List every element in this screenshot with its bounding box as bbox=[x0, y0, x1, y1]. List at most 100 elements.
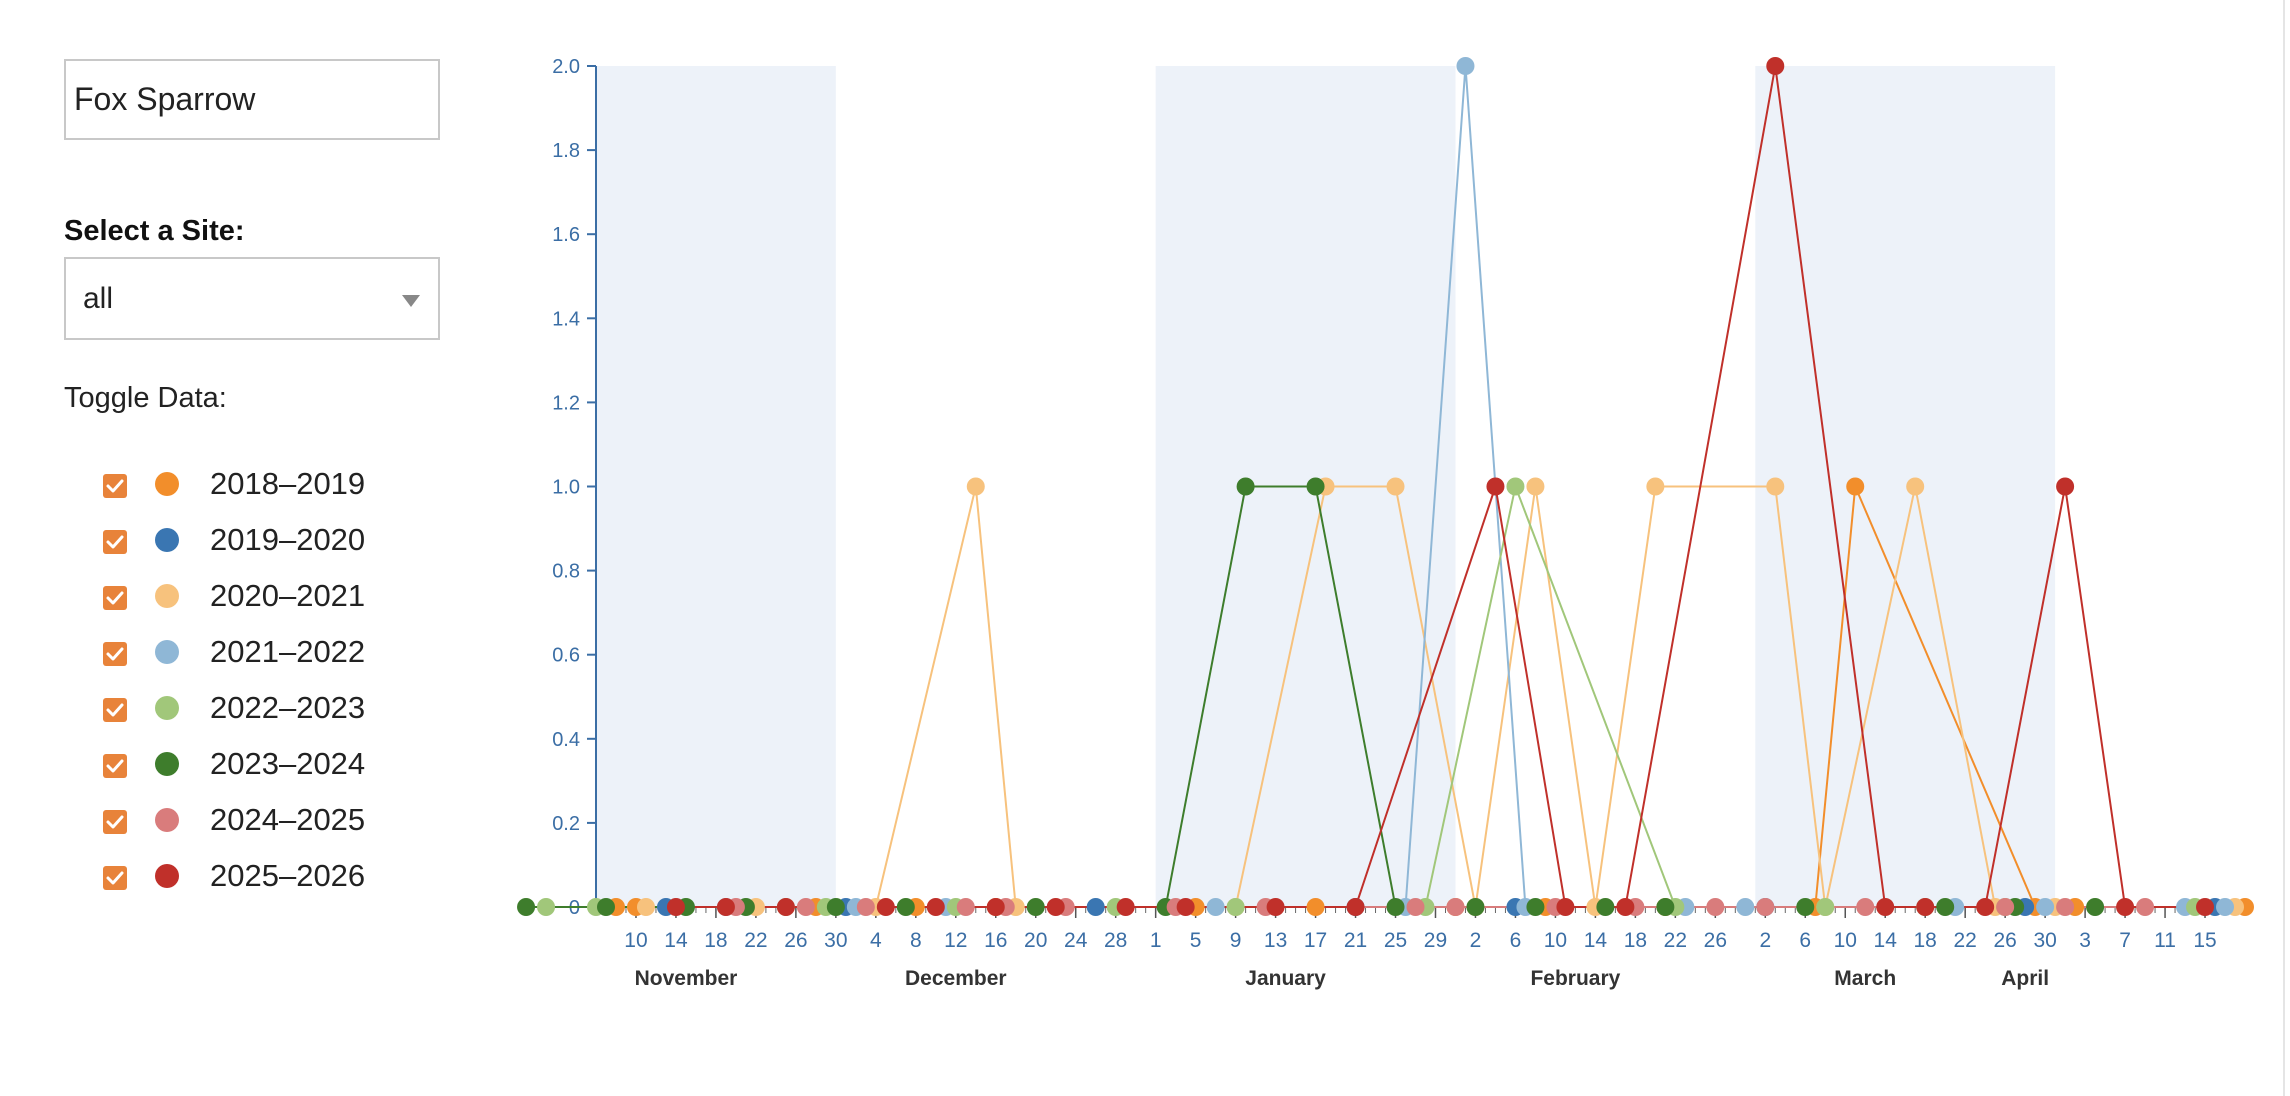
data-point bbox=[1556, 898, 1575, 916]
x-tick-label: 6 bbox=[1799, 929, 1811, 952]
data-point bbox=[1936, 898, 1955, 916]
checkbox-checked-icon[interactable] bbox=[103, 530, 127, 554]
month-band-0 bbox=[596, 66, 836, 907]
data-point bbox=[1226, 898, 1245, 916]
data-point bbox=[1796, 898, 1815, 916]
checkbox-checked-icon[interactable] bbox=[103, 810, 127, 834]
data-point bbox=[966, 477, 985, 496]
x-tick-label: 30 bbox=[2033, 929, 2056, 952]
data-point bbox=[1756, 898, 1775, 916]
data-point bbox=[896, 898, 915, 916]
data-point bbox=[1976, 898, 1995, 916]
data-point bbox=[956, 898, 975, 916]
series-points-6 bbox=[726, 898, 2155, 916]
legend-toggle-item[interactable]: 2024–2025 bbox=[100, 800, 440, 840]
data-point bbox=[1616, 898, 1635, 916]
x-tick-label: 10 bbox=[624, 929, 647, 952]
data-point bbox=[636, 898, 655, 916]
sidebar: Fox Sparrow Select a Site: all Toggle Da… bbox=[0, 0, 480, 1096]
data-point bbox=[1736, 898, 1755, 916]
legend-color-dot bbox=[155, 584, 179, 608]
data-point bbox=[1996, 898, 2015, 916]
x-tick-label: 10 bbox=[1544, 929, 1567, 952]
legend-toggle-item[interactable]: 2018–2019 bbox=[100, 464, 440, 504]
checkbox-checked-icon[interactable] bbox=[103, 698, 127, 722]
data-point bbox=[1206, 898, 1225, 916]
x-tick-label: 26 bbox=[1704, 929, 1727, 952]
legend-color-dot bbox=[155, 528, 179, 552]
x-tick-label: 20 bbox=[1024, 929, 1047, 952]
data-point bbox=[1506, 477, 1525, 496]
x-tick-label: 3 bbox=[2079, 929, 2091, 952]
x-tick-label: 18 bbox=[1914, 929, 1937, 952]
month-label: February bbox=[1530, 967, 1620, 990]
legend-toggle-item[interactable]: 2022–2023 bbox=[100, 688, 440, 728]
data-point bbox=[1646, 477, 1665, 496]
toggle-data-label: Toggle Data: bbox=[64, 382, 227, 414]
site-select[interactable]: all bbox=[64, 257, 440, 340]
data-point bbox=[2196, 898, 2215, 916]
legend-toggle-item[interactable]: 2020–2021 bbox=[100, 576, 440, 616]
data-point bbox=[1526, 477, 1545, 496]
checkbox-checked-icon[interactable] bbox=[103, 754, 127, 778]
species-input[interactable]: Fox Sparrow bbox=[64, 59, 440, 140]
data-point bbox=[1346, 898, 1365, 916]
x-tick-label: 2 bbox=[1470, 929, 1482, 952]
data-point bbox=[2136, 898, 2155, 916]
checkbox-checked-icon[interactable] bbox=[103, 866, 127, 890]
y-tick-label: 1.6 bbox=[552, 224, 580, 246]
x-tick-label: 30 bbox=[824, 929, 847, 952]
data-point bbox=[1176, 898, 1195, 916]
legend-toggle-item[interactable]: 2019–2020 bbox=[100, 520, 440, 560]
legend-label: 2019–2020 bbox=[210, 522, 366, 557]
x-tick-label: 10 bbox=[1834, 929, 1857, 952]
data-point bbox=[1266, 898, 1285, 916]
x-tick-label: 11 bbox=[2154, 929, 2176, 952]
legend-label: 2024–2025 bbox=[210, 802, 366, 837]
data-point bbox=[2086, 898, 2105, 916]
y-tick-label: 1.0 bbox=[552, 477, 580, 499]
checkbox-checked-icon[interactable] bbox=[103, 474, 127, 498]
data-point bbox=[1306, 898, 1325, 916]
data-point bbox=[1596, 898, 1615, 916]
data-point bbox=[2056, 477, 2075, 496]
data-point bbox=[666, 898, 685, 916]
data-point bbox=[1406, 898, 1425, 916]
data-point bbox=[1916, 898, 1935, 916]
x-tick-label: 26 bbox=[784, 929, 807, 952]
checkbox-checked-icon[interactable] bbox=[103, 586, 127, 610]
x-tick-label: 14 bbox=[664, 929, 688, 952]
data-point bbox=[1446, 898, 1465, 916]
data-point bbox=[1116, 898, 1135, 916]
data-point bbox=[2036, 898, 2055, 916]
y-tick-label: 0.6 bbox=[552, 645, 580, 667]
legend-label: 2020–2021 bbox=[210, 578, 366, 613]
x-tick-label: 22 bbox=[1953, 929, 1976, 952]
data-point bbox=[986, 898, 1005, 916]
legend-label: 2021–2022 bbox=[210, 634, 366, 669]
legend-toggle-item[interactable]: 2021–2022 bbox=[100, 632, 440, 672]
data-point bbox=[596, 898, 615, 916]
legend-toggle-item[interactable]: 2025–2026 bbox=[100, 856, 440, 896]
checkbox-checked-icon[interactable] bbox=[103, 642, 127, 666]
data-point bbox=[2056, 898, 2075, 916]
x-tick-label: 14 bbox=[1584, 929, 1608, 952]
data-point bbox=[1306, 477, 1325, 496]
x-tick-label: 16 bbox=[984, 929, 1007, 952]
legend-color-dot bbox=[155, 752, 179, 776]
data-point bbox=[1706, 898, 1725, 916]
legend-toggle-item[interactable]: 2023–2024 bbox=[100, 744, 440, 784]
data-point bbox=[1086, 898, 1105, 916]
data-point bbox=[1486, 477, 1505, 496]
legend-label: 2022–2023 bbox=[210, 690, 366, 725]
y-tick-label: 0.2 bbox=[552, 813, 580, 835]
x-tick-label: 18 bbox=[1624, 929, 1647, 952]
x-tick-label: 1 bbox=[1150, 929, 1162, 952]
data-point bbox=[1386, 477, 1405, 496]
data-point bbox=[537, 898, 556, 916]
data-point bbox=[1236, 477, 1255, 496]
data-point bbox=[1386, 898, 1405, 916]
y-tick-label: 1.8 bbox=[552, 140, 580, 162]
month-label: January bbox=[1245, 967, 1326, 990]
